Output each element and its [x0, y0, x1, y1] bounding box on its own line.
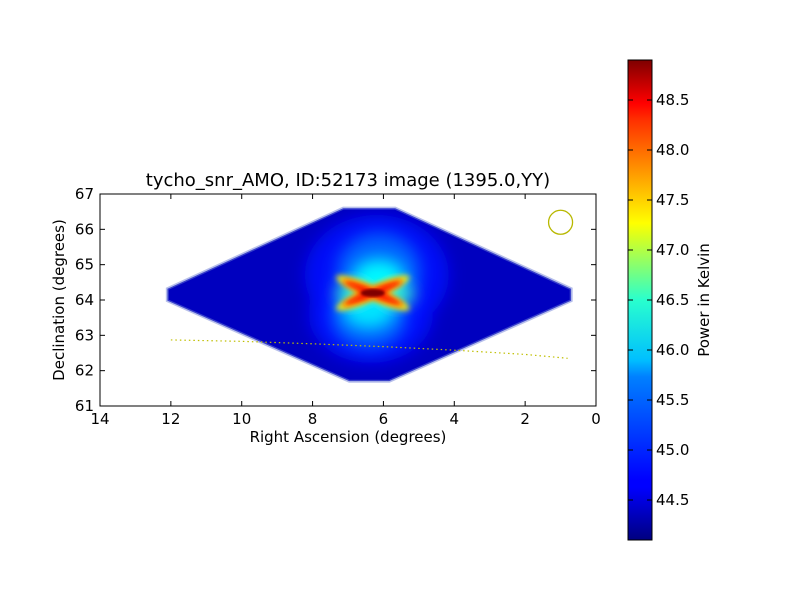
x-tick-label: 14: [90, 410, 109, 428]
chart-title: tycho_snr_AMO, ID:52173 image (1395.0,YY…: [146, 170, 550, 191]
x-axis-label: Right Ascension (degrees): [250, 428, 447, 446]
beam-circle: [547, 209, 574, 235]
x-tick-label: 8: [308, 410, 318, 428]
y-tick-label: 64: [75, 291, 94, 309]
y-axis-label: Declination (degrees): [50, 219, 68, 381]
colorbar-tick-label: 48.5: [656, 91, 689, 109]
y-tick-label: 62: [75, 362, 94, 380]
colorbar-tick-label: 45.0: [656, 441, 689, 459]
x-axis-ticks: 14 12 10 8 6 4 2 0: [90, 194, 601, 428]
colorbar-label: Power in Kelvin: [695, 243, 713, 357]
x-tick-label: 4: [450, 410, 460, 428]
y-tick-label: 66: [75, 220, 94, 238]
galactic-plane-line: [170, 339, 568, 359]
x-tick-label: 2: [520, 410, 530, 428]
x-tick-label: 6: [379, 410, 389, 428]
y-axis-ticks: 61 62 63 64 65 66 67: [75, 185, 596, 415]
y-tick-label: 61: [75, 397, 94, 415]
colorbar-tick-label: 47.5: [656, 191, 689, 209]
colorbar-tick-label: 44.5: [656, 491, 689, 509]
colorbar-tick-label: 46.5: [656, 291, 689, 309]
x-tick-label: 10: [232, 410, 251, 428]
colorbar-tick-label: 48.0: [656, 141, 689, 159]
y-tick-label: 63: [75, 326, 94, 344]
x-tick-label: 0: [591, 410, 601, 428]
x-tick-label: 12: [161, 410, 180, 428]
source-emission: [304, 214, 449, 363]
heatmap-image: [165, 206, 573, 383]
colorbar-tick-label: 46.0: [656, 341, 689, 359]
y-tick-label: 67: [75, 185, 94, 203]
colorbar-ticks: 44.5 45.0 45.5 46.0 46.5 47.0 47.5 48.0 48.5: [628, 91, 689, 509]
colorbar-tick-label: 45.5: [656, 391, 689, 409]
colorbar-tick-label: 47.0: [656, 241, 689, 259]
footprint-edge: [165, 206, 573, 383]
y-tick-label: 65: [75, 256, 94, 274]
